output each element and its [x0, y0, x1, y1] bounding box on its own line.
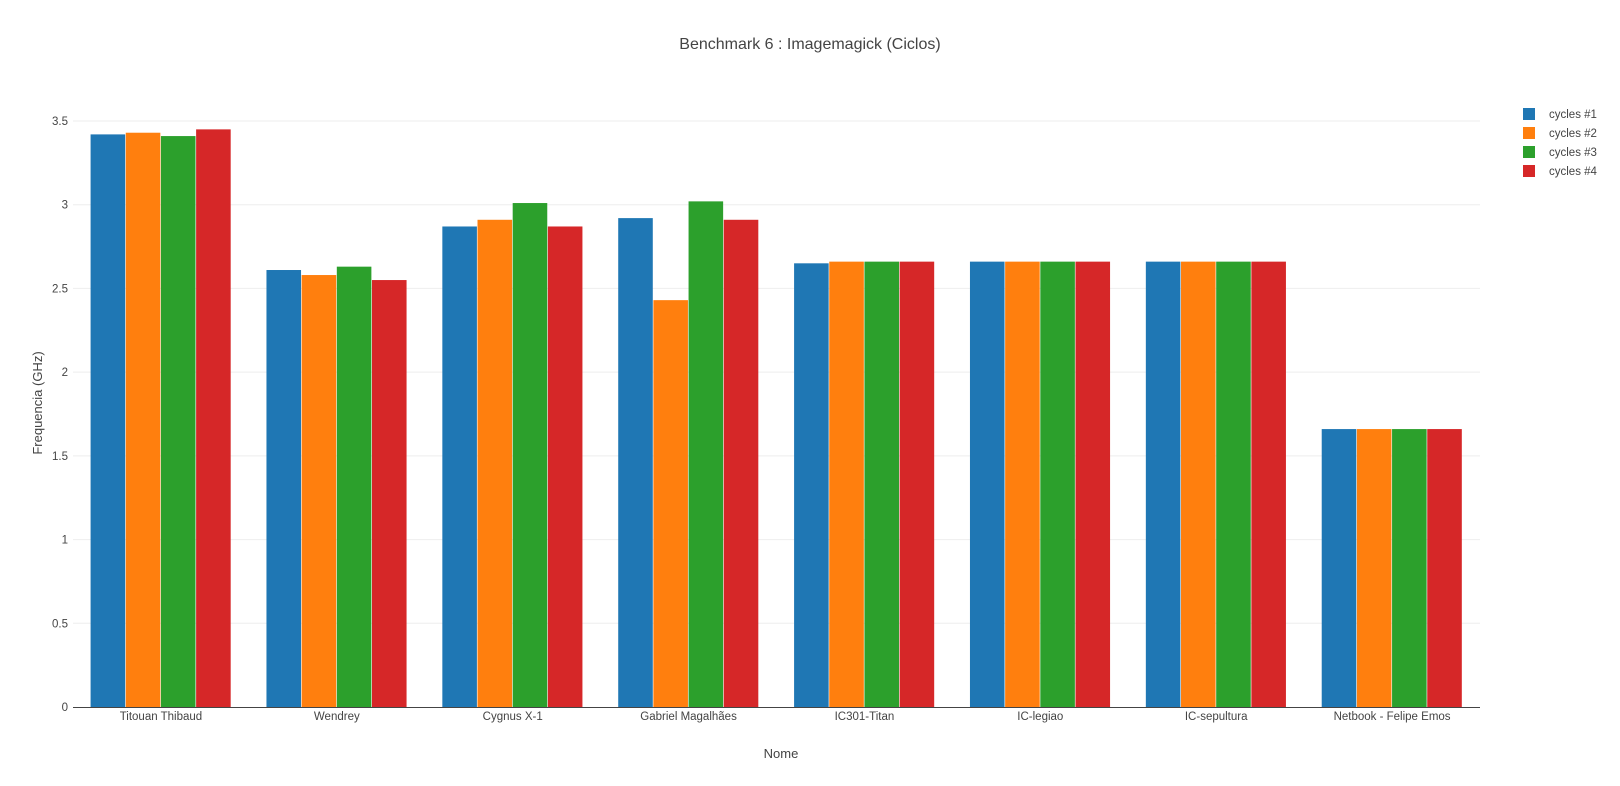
chart-title: Benchmark 6 : Imagemagick (Ciclos)	[679, 36, 940, 53]
bar	[1392, 429, 1427, 707]
x-tick-label: Gabriel Magalhães	[640, 711, 737, 723]
bar	[1075, 261, 1111, 707]
legend-label: cycles #3	[1549, 147, 1597, 159]
bar	[618, 218, 653, 707]
bar	[1251, 261, 1286, 707]
legend-label: cycles #4	[1549, 166, 1598, 178]
x-tick-label: Netbook - Felipe Emos	[1334, 711, 1451, 723]
bar	[125, 132, 161, 708]
bar	[1216, 261, 1251, 707]
bar	[969, 261, 1005, 707]
legend-label: cycles #1	[1549, 109, 1597, 121]
bar	[1181, 261, 1216, 707]
bar	[1321, 429, 1357, 707]
legend-label: cycles #2	[1549, 128, 1597, 140]
bar	[829, 261, 864, 707]
y-tick-label: 1.5	[52, 451, 68, 463]
y-tick-labels: 0 0.5 1 1.5 2 2.5 3 3.5	[52, 116, 68, 714]
legend: cycles #1 cycles #2 cycles #3 cycles #4	[1523, 108, 1598, 178]
y-tick-label: 2.5	[52, 283, 68, 295]
y-tick-label: 3	[62, 200, 68, 212]
bar	[653, 300, 688, 707]
bar	[442, 226, 477, 708]
legend-swatch	[1523, 165, 1535, 177]
x-tick-label: Cygnus X-1	[483, 711, 543, 723]
bar	[1427, 429, 1462, 707]
bar	[301, 275, 337, 707]
bar	[794, 263, 829, 707]
bar	[1145, 261, 1181, 707]
bar	[90, 134, 126, 707]
y-tick-label: 2	[62, 367, 68, 379]
bar	[371, 280, 407, 707]
y-axis-title: Frequencia (GHz)	[30, 351, 45, 454]
bar	[160, 136, 196, 707]
x-axis-title: Nome	[764, 746, 799, 761]
bar	[512, 203, 548, 708]
bar	[899, 261, 935, 707]
x-tick-label: IC301-Titan	[835, 711, 895, 723]
bar	[477, 219, 513, 708]
legend-swatch	[1523, 108, 1535, 120]
x-tick-labels: Titouan Thibaud Wendrey Cygnus X-1 Gabriel …	[120, 711, 1451, 723]
bar	[688, 201, 724, 707]
x-tick-label: Titouan Thibaud	[120, 711, 202, 723]
x-tick-label: IC-legiao	[1017, 711, 1063, 723]
y-tick-label: 1	[62, 535, 68, 547]
bar	[723, 219, 759, 708]
bar	[196, 129, 231, 707]
legend-swatch	[1523, 146, 1535, 158]
bar	[1356, 429, 1392, 707]
bar	[547, 226, 583, 708]
legend-swatch	[1523, 127, 1535, 139]
y-tick-label: 0	[62, 702, 68, 714]
bar	[266, 270, 302, 707]
x-tick-label: Wendrey	[314, 711, 360, 723]
x-tick-label: IC-sepultura	[1185, 711, 1248, 723]
bar	[1040, 261, 1075, 707]
bar	[864, 261, 900, 707]
bars	[90, 129, 1462, 708]
y-tick-label: 3.5	[52, 116, 68, 128]
bar	[336, 266, 372, 707]
y-tick-label: 0.5	[52, 618, 68, 630]
bar	[1005, 261, 1040, 707]
